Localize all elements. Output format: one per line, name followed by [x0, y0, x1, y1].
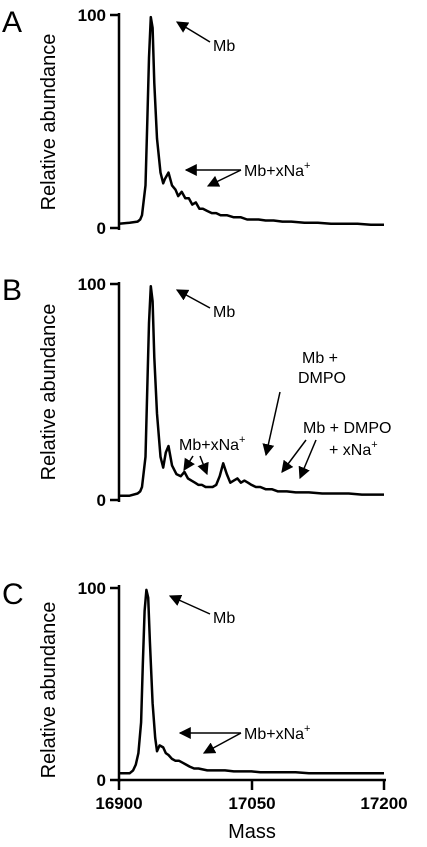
x-tick-label-17200: 17200 [360, 794, 407, 813]
series-line-b [119, 284, 384, 497]
panel-label-a: A [2, 6, 22, 39]
arrow-mbna-b-1 [183, 455, 195, 472]
y-axis-label-b: Relative abundance [38, 304, 60, 481]
annotation-mb-dmpo-na-line2: + xNa+ [329, 439, 378, 459]
arrow-mb-c [168, 594, 211, 615]
annotation-mb-dmpo-line2: DMPO [298, 370, 346, 387]
annotation-mbna-c: Mb+xNa+ [244, 723, 310, 743]
arrow-mbna-b-2 [197, 455, 209, 476]
annotation-mbna-a: Mb+xNa+ [244, 160, 310, 180]
y-tick-label-100-a: 100 [78, 6, 106, 25]
y-tick-label-0-a: 0 [97, 219, 106, 238]
arrow-mbna-c-2 [202, 732, 242, 754]
y-tick-label-0-c: 0 [97, 771, 106, 790]
annotation-mb-b: Mb [213, 304, 235, 321]
panel-label-b: B [2, 274, 22, 307]
arrow-mb-dmpo [262, 391, 281, 457]
y-axis-label-a: Relative abundance [38, 34, 60, 211]
annotation-mb-c: Mb [213, 610, 235, 627]
panel-label-c: C [2, 578, 24, 611]
y-axis-label-c: Relative abundance [38, 602, 60, 779]
arrow-mb-a [175, 21, 211, 43]
annotation-mb-a: Mb [213, 38, 235, 55]
panel-c: C Relative abundance 100 0 16900 17050 1… [2, 578, 408, 843]
x-tick-label-17050: 17050 [228, 794, 275, 813]
y-tick-label-0-b: 0 [97, 491, 106, 510]
annotation-mb-dmpo-line1: Mb + [302, 350, 338, 367]
x-tick-label-16900: 16900 [95, 794, 142, 813]
arrow-mbna-a-2 [206, 169, 242, 187]
series-line-a [118, 15, 384, 227]
arrow-mb-dmpo-na-2 [298, 439, 317, 480]
annotation-mb-dmpo-na-line1: Mb + DMPO [303, 420, 391, 437]
arrow-mb-b [175, 289, 211, 309]
y-tick-label-100-c: 100 [78, 579, 106, 598]
x-axis-label: Mass [228, 821, 276, 843]
arrow-mb-dmpo-na-1 [281, 439, 307, 473]
series-line-c [119, 588, 384, 775]
y-tick-label-100-b: 100 [78, 275, 106, 294]
panel-b: B Relative abundance 100 0 Mb Mb+xNa+ Mb… [2, 274, 391, 510]
panel-a: A Relative abundance 100 0 Mb Mb+xNa+ [2, 6, 384, 238]
annotation-mbna-b: Mb+xNa+ [179, 434, 245, 454]
